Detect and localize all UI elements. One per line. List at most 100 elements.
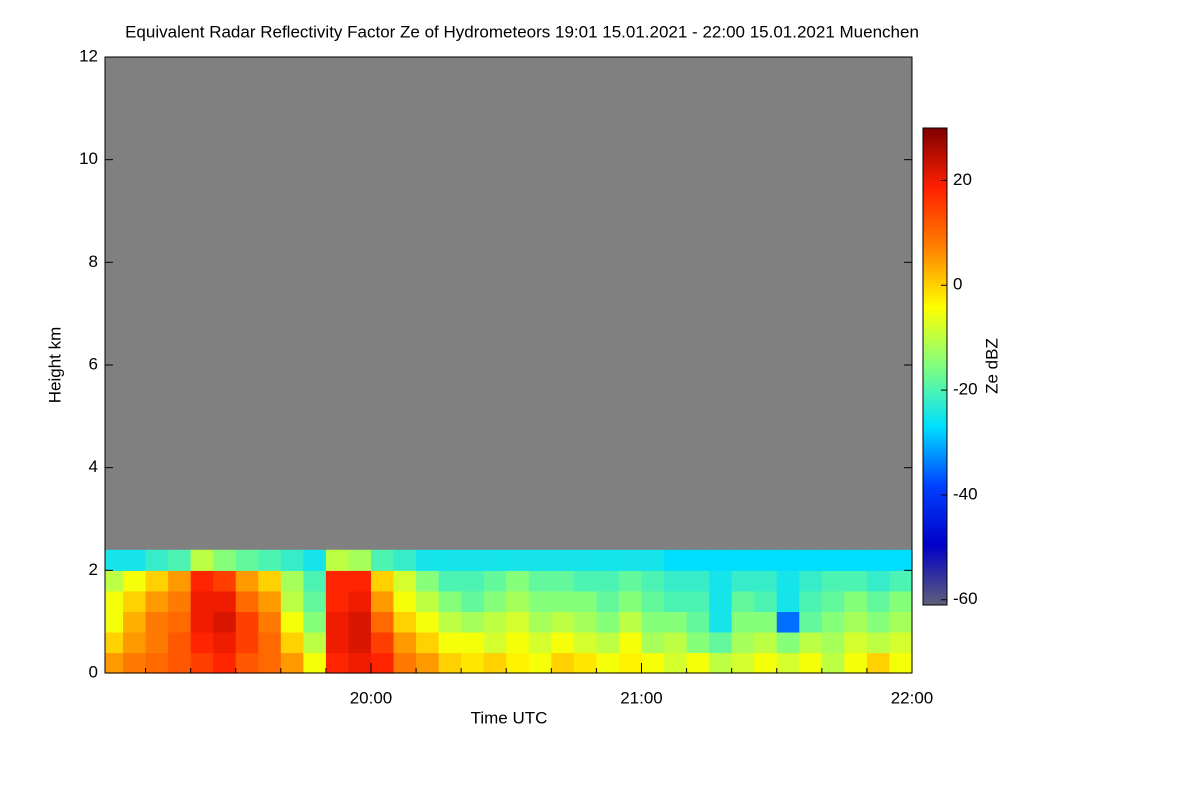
heatmap-cell: [483, 652, 507, 674]
heatmap-cell: [866, 570, 891, 592]
heatmap-cell: [105, 631, 124, 654]
heatmap-cell: [280, 590, 304, 612]
heatmap-cell: [776, 590, 800, 612]
heatmap-cell: [821, 570, 845, 592]
heatmap-cell: [664, 549, 688, 571]
heatmap-cell: [776, 631, 800, 654]
heatmap-cell: [799, 652, 823, 674]
heatmap-cell: [258, 590, 282, 612]
heatmap-cell: [303, 652, 327, 674]
heatmap-cell: [235, 549, 259, 571]
heatmap-cell: [483, 549, 507, 571]
heatmap-cell: [168, 549, 192, 571]
heatmap-cell: [754, 611, 778, 633]
heatmap-cell: [145, 590, 169, 612]
heatmap-cell: [844, 611, 868, 633]
heatmap-cell: [821, 590, 845, 612]
heatmap-cell: [844, 590, 868, 612]
heatmap-cell: [528, 549, 552, 571]
heatmap-cell: [438, 631, 462, 654]
heatmap-cell: [506, 570, 530, 592]
heatmap-cell: [438, 611, 462, 633]
heatmap-cell: [190, 631, 214, 654]
heatmap-cell: [776, 652, 800, 674]
heatmap-cell: [573, 549, 598, 571]
heatmap-cell: [528, 611, 552, 633]
heatmap-cell: [799, 570, 823, 592]
heatmap-cell: [709, 549, 733, 571]
heatmap-cell: [416, 631, 440, 654]
heatmap-cell: [461, 652, 485, 674]
heatmap-cell: [325, 611, 350, 633]
heatmap-cell: [280, 631, 304, 654]
y-tick-label: 2: [89, 560, 98, 579]
heatmap-cell: [213, 652, 237, 674]
heatmap-cell: [573, 590, 598, 612]
heatmap-cell: [190, 570, 214, 592]
heatmap-cell: [325, 549, 350, 571]
heatmap-cell: [190, 611, 214, 633]
heatmap-cell: [821, 549, 845, 571]
heatmap-cell: [258, 652, 282, 674]
heatmap-cell: [686, 631, 710, 654]
heatmap-cell: [889, 549, 913, 571]
colorbar-tick-label: -20: [953, 380, 978, 399]
heatmap-cell: [889, 631, 913, 654]
heatmap-cell: [618, 590, 643, 612]
heatmap-cell: [573, 570, 598, 592]
heatmap-cell: [461, 590, 485, 612]
heatmap-cell: [618, 549, 643, 571]
heatmap-cell: [506, 590, 530, 612]
heatmap-cell: [213, 611, 237, 633]
heatmap-cell: [664, 652, 688, 674]
colorbar-tick-label: -40: [953, 484, 978, 503]
heatmap-cell: [303, 570, 327, 592]
heatmap-cell: [416, 570, 440, 592]
colorbar-tick-label: -60: [953, 589, 978, 608]
heatmap-cell: [551, 652, 575, 674]
heatmap-cell: [618, 652, 643, 674]
heatmap-cell: [641, 570, 665, 592]
heatmap-cell: [258, 631, 282, 654]
heatmap-cell: [123, 590, 147, 612]
heatmap-cell: [348, 590, 372, 612]
heatmap-cell: [844, 631, 868, 654]
heatmap-cell: [731, 590, 755, 612]
heatmap-cell: [235, 652, 259, 674]
heatmap-cell: [393, 549, 417, 571]
heatmap-cell: [844, 549, 868, 571]
heatmap-cell: [168, 652, 192, 674]
heatmap-cell: [731, 652, 755, 674]
x-axis-label: Time UTC: [471, 708, 548, 727]
y-tick-label: 0: [89, 662, 98, 681]
heatmap-cell: [641, 590, 665, 612]
heatmap-cell: [618, 631, 643, 654]
heatmap-cell: [889, 590, 913, 612]
heatmap-cell: [731, 570, 755, 592]
heatmap-cell: [280, 570, 304, 592]
heatmap-cell: [821, 611, 845, 633]
heatmap-cell: [438, 590, 462, 612]
heatmap-cell: [123, 652, 147, 674]
heatmap-cell: [348, 631, 372, 654]
heatmap-cell: [573, 652, 598, 674]
heatmap-cell: [325, 631, 350, 654]
heatmap-cell: [709, 570, 733, 592]
heatmap-cell: [866, 631, 891, 654]
heatmap-cell: [393, 652, 417, 674]
heatmap-cell: [393, 570, 417, 592]
y-axis-label: Height km: [45, 327, 64, 404]
heatmap-cell: [145, 611, 169, 633]
heatmap-cell: [483, 590, 507, 612]
x-tick-label: 21:00: [620, 688, 663, 707]
heatmap-cell: [709, 631, 733, 654]
heatmap-cell: [416, 611, 440, 633]
heatmap-cell: [799, 611, 823, 633]
heatmap-cell: [844, 570, 868, 592]
heatmap-cell: [731, 549, 755, 571]
heatmap-cell: [280, 611, 304, 633]
heatmap-cell: [754, 652, 778, 674]
heatmap-cell: [596, 652, 620, 674]
heatmap-cell: [416, 652, 440, 674]
heatmap-cell: [461, 611, 485, 633]
